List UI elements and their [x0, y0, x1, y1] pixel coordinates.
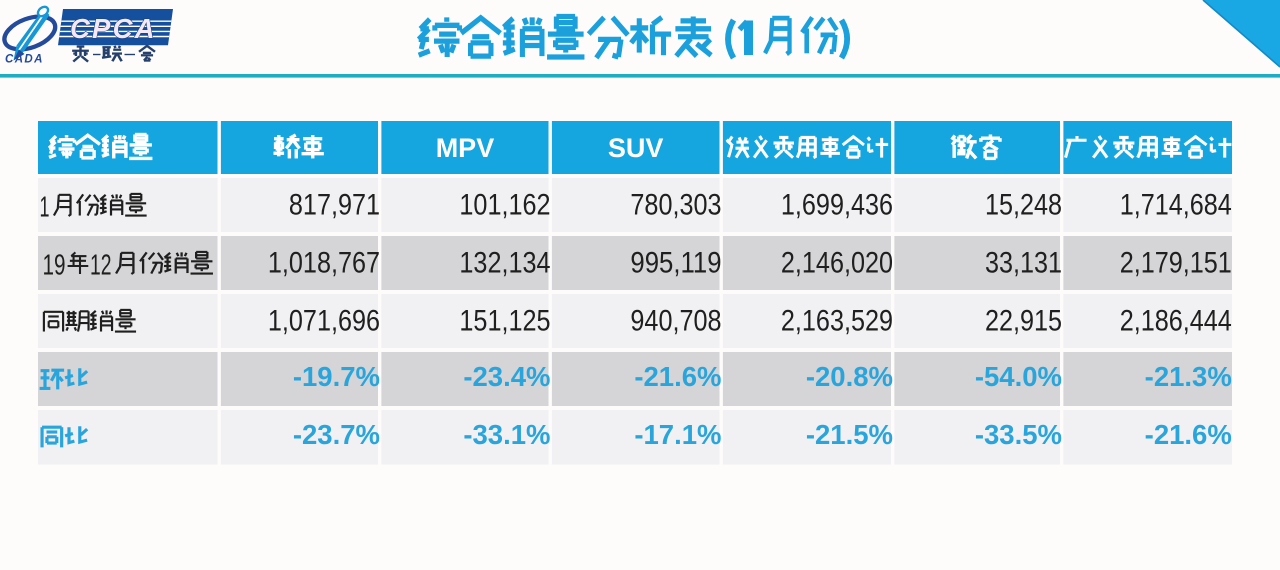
svg-text:CPCA: CPCA — [70, 13, 157, 44]
svg-text:-21.5%: -21.5% — [806, 419, 893, 450]
svg-text:2,146,020: 2,146,020 — [781, 247, 893, 280]
svg-text:1,699,436: 1,699,436 — [781, 189, 893, 222]
svg-text:1: 1 — [40, 192, 50, 224]
svg-text:-23.4%: -23.4% — [463, 361, 550, 392]
svg-text:-33.5%: -33.5% — [975, 419, 1062, 450]
svg-text:-54.0%: -54.0% — [975, 361, 1062, 392]
svg-text:940,708: 940,708 — [630, 305, 721, 338]
svg-text:132,134: 132,134 — [459, 247, 550, 280]
svg-text:151,125: 151,125 — [459, 305, 550, 338]
svg-text:780,303: 780,303 — [630, 189, 721, 222]
svg-text:-23.7%: -23.7% — [293, 419, 380, 450]
svg-text:22,915: 22,915 — [985, 305, 1062, 338]
svg-text:-21.3%: -21.3% — [1145, 361, 1232, 392]
svg-text:2,186,444: 2,186,444 — [1120, 305, 1232, 338]
svg-text:19: 19 — [43, 250, 66, 282]
svg-text:1,071,696: 1,071,696 — [268, 305, 380, 338]
svg-text:33,131: 33,131 — [985, 247, 1062, 280]
svg-text:-20.8%: -20.8% — [806, 361, 893, 392]
svg-text:1,714,684: 1,714,684 — [1120, 189, 1232, 222]
svg-text:-21.6%: -21.6% — [1145, 419, 1232, 450]
svg-text:-19.7%: -19.7% — [293, 361, 380, 392]
svg-text:MPV: MPV — [436, 133, 495, 163]
svg-text:1,018,767: 1,018,767 — [268, 247, 380, 280]
svg-text:995,119: 995,119 — [630, 247, 721, 280]
svg-text:2,179,151: 2,179,151 — [1120, 247, 1232, 280]
svg-text:-33.1%: -33.1% — [463, 419, 550, 450]
svg-text:-17.1%: -17.1% — [634, 419, 721, 450]
svg-text:12: 12 — [90, 250, 112, 282]
svg-text:101,162: 101,162 — [459, 189, 550, 222]
svg-text:15,248: 15,248 — [985, 189, 1062, 222]
svg-text:2,163,529: 2,163,529 — [781, 305, 893, 338]
svg-text:SUV: SUV — [608, 133, 664, 163]
svg-text:-21.6%: -21.6% — [634, 361, 721, 392]
svg-text:817,971: 817,971 — [289, 189, 380, 222]
svg-text:CADA: CADA — [5, 54, 44, 66]
